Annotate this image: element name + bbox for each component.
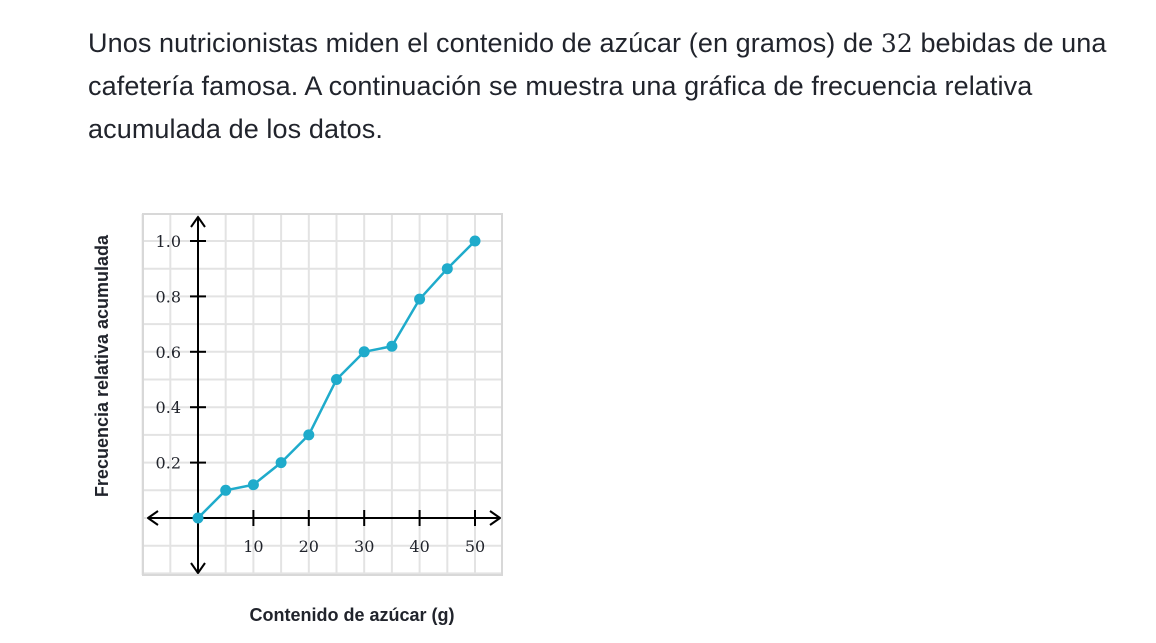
x-tick-label: 50 — [465, 537, 485, 556]
problem-text-before: Unos nutricionistas miden el contenido d… — [88, 28, 881, 58]
data-point — [469, 235, 481, 247]
data-point — [192, 512, 204, 524]
data-point — [275, 457, 287, 469]
data-point — [247, 479, 259, 491]
data-point — [220, 484, 232, 496]
y-axis-arrow-up — [190, 216, 206, 228]
problem-statement: Unos nutricionistas miden el contenido d… — [88, 22, 1128, 151]
y-axis-arrow-down — [190, 562, 206, 574]
x-tick-label: 40 — [409, 537, 429, 556]
y-tick-label: 0.2 — [156, 454, 181, 473]
y-tick-label: 0.6 — [156, 343, 181, 362]
y-tick-label: 1.0 — [156, 232, 181, 251]
data-point — [331, 374, 342, 385]
data-point — [414, 293, 426, 305]
data-point — [303, 429, 315, 441]
problem-number: 32 — [880, 29, 913, 58]
y-axis-label: Frecuencia relativa acumulada — [92, 234, 112, 497]
y-tick-label: 0.4 — [156, 398, 181, 417]
data-point — [358, 346, 370, 358]
plot-border — [142, 213, 503, 576]
x-axis-arrow-left — [147, 510, 159, 526]
x-tick-label: 30 — [354, 537, 374, 556]
x-axis-arrow-right — [489, 510, 501, 526]
x-tick-label: 10 — [243, 537, 263, 556]
problem-text-after: bebidas de una cafetería famosa. A conti… — [88, 28, 1107, 144]
y-tick-label: 0.8 — [156, 287, 181, 306]
data-point — [386, 340, 398, 352]
x-axis-label: Contenido de azúcar (g) — [249, 605, 454, 625]
chart-ticks: 10 20 30 40 50 0.2 0.4 0.6 0.8 1.0 — [156, 232, 486, 556]
chart-series — [192, 235, 481, 524]
data-point — [441, 263, 453, 275]
x-tick-label: 20 — [299, 537, 319, 556]
